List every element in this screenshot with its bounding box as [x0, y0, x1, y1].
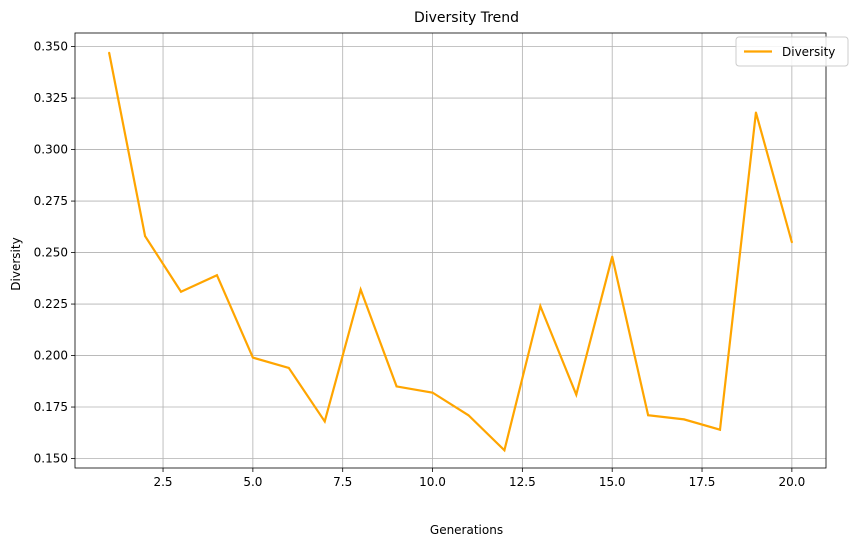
- data-point: [575, 393, 578, 396]
- y-tick-label: 0.275: [34, 194, 68, 208]
- y-tick-label: 0.225: [34, 297, 68, 311]
- y-tick-label: 0.150: [34, 452, 68, 466]
- x-tick-label: 7.5: [333, 475, 352, 489]
- data-point: [503, 449, 506, 452]
- y-tick-label: 0.250: [34, 246, 68, 260]
- y-tick-label: 0.325: [34, 91, 68, 105]
- legend-box: [735, 36, 849, 67]
- y-axis-label: Diversity: [9, 237, 23, 290]
- data-point: [287, 366, 290, 369]
- data-point: [144, 235, 147, 238]
- series-layer: [108, 51, 793, 453]
- data-point: [108, 51, 111, 54]
- data-point: [790, 241, 793, 244]
- x-tick-label: 17.5: [689, 475, 716, 489]
- plot-frame: [74, 32, 827, 469]
- y-tick-label: 0.200: [34, 349, 68, 363]
- x-tick-label: 20.0: [779, 475, 806, 489]
- x-axis-ticks: 2.5 5.0 7.5 10.0 12.5 15.0 17.5 20.0: [153, 468, 805, 489]
- data-point: [323, 420, 326, 423]
- data-point: [467, 414, 470, 417]
- data-point: [718, 428, 721, 431]
- legend: Diversity: [735, 36, 849, 67]
- data-point: [215, 274, 218, 277]
- legend-label: Diversity: [782, 45, 835, 59]
- grid: [75, 33, 826, 468]
- x-tick-label: 15.0: [599, 475, 626, 489]
- y-tick-label: 0.350: [34, 40, 68, 54]
- data-point: [611, 255, 614, 258]
- chart-title: Diversity Trend: [414, 10, 519, 26]
- data-point: [647, 414, 650, 417]
- x-tick-label: 12.5: [509, 475, 536, 489]
- data-point: [180, 290, 183, 293]
- y-axis-ticks: 0.150 0.175 0.200 0.225 0.250 0.275 0.300 0.325…: [34, 40, 75, 466]
- x-tick-label: 10.0: [419, 475, 446, 489]
- y-tick-label: 0.175: [34, 400, 68, 414]
- series-line-diversity: [108, 52, 793, 453]
- x-tick-label: 2.5: [153, 475, 172, 489]
- data-point: [431, 391, 434, 394]
- data-point: [251, 356, 254, 359]
- data-point: [683, 418, 686, 421]
- data-point: [359, 288, 362, 291]
- data-point: [539, 305, 542, 308]
- x-tick-label: 5.0: [243, 475, 262, 489]
- x-axis-label: Generations: [430, 523, 503, 537]
- data-point: [754, 111, 757, 114]
- data-point: [395, 385, 398, 388]
- y-tick-label: 0.300: [34, 143, 68, 157]
